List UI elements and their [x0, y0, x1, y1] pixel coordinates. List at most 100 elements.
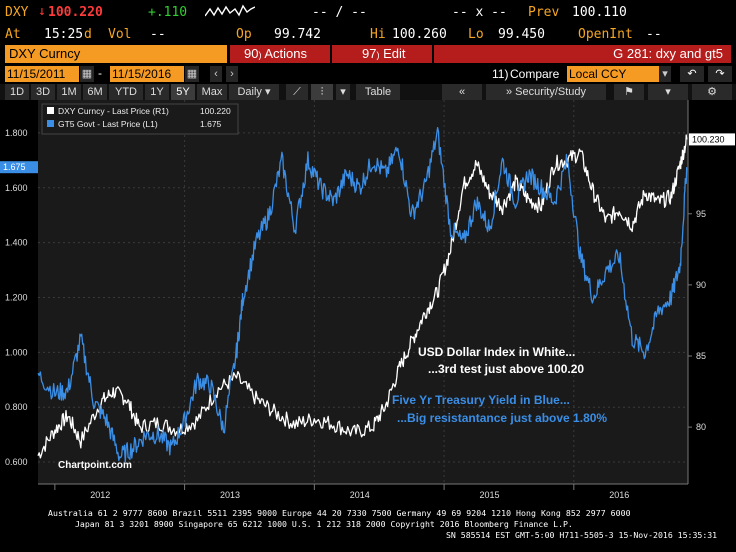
prev-label: Prev: [528, 5, 560, 20]
command-bar: DXY Curncy 90) Actions 97) Edit G 281: d…: [0, 45, 736, 63]
start-calendar-icon[interactable]: ▦: [80, 66, 94, 82]
right-tick-label: 95: [696, 209, 706, 219]
x-tick-label: 2015: [479, 490, 499, 500]
left-tick-label: 1.600: [5, 183, 28, 193]
mid-dashes-2: -- x --: [452, 5, 507, 20]
prev-value: 100.110: [572, 5, 627, 20]
footer-line-3: SN 585514 EST GMT-5:00 H711-5505-3 15-No…: [446, 530, 718, 540]
vol-label: Vol: [108, 27, 132, 42]
security-study-arrow-icon: »: [505, 86, 513, 98]
chart-annotation: USD Dollar Index in White...: [418, 345, 575, 359]
compare-label[interactable]: Compare: [510, 67, 560, 81]
open-label: Op: [236, 27, 252, 42]
period-button-5y[interactable]: 5Y: [171, 84, 195, 100]
last-price: 100.220: [48, 5, 103, 20]
low-value: 99.450: [498, 27, 545, 42]
actions-label: Actions: [264, 46, 308, 61]
footer-line-1: Australia 61 2 9777 8600 Brazil 5511 239…: [48, 508, 631, 518]
actions-menu[interactable]: 90) Actions: [230, 45, 330, 63]
period-button-1y[interactable]: 1Y: [145, 84, 169, 100]
frequency-select[interactable]: Daily ▾: [229, 84, 279, 100]
plot-area: [38, 100, 688, 484]
period-button-1d[interactable]: 1D: [5, 84, 29, 100]
date-range-bar: 11/15/2011 ▦ - 11/15/2016 ▦ ‹ › 11) Comp…: [0, 66, 736, 82]
chart-type-dropdown-icon[interactable]: ▾: [336, 84, 350, 100]
next-period-icon[interactable]: ›: [226, 66, 238, 82]
period-toolbar: 1D 3D 1M 6M YTD 1Y 5Y Max Daily ▾ ⟋ ⫶ ▾ …: [0, 84, 736, 100]
x-tick-label: 2014: [350, 490, 370, 500]
openint-value: --: [646, 27, 662, 42]
left-last-value-text: 1.675: [3, 162, 26, 172]
redo-icon[interactable]: ↷: [708, 66, 732, 82]
ticker-symbol: DXY: [5, 5, 29, 20]
security-field-label: DXY Curncy: [9, 46, 81, 61]
vol-value: --: [150, 27, 166, 42]
quote-bar: DXY ↓ 100.220 +.110 -- / -- -- x -- Prev…: [0, 0, 736, 22]
left-tick-label: 1.000: [5, 347, 28, 357]
low-label: Lo: [468, 27, 484, 42]
chart-annotation: Five Yr Treasury Yield in Blue...: [392, 393, 570, 407]
right-last-value-text: 100.230: [692, 134, 725, 144]
actions-paren: ): [258, 50, 262, 60]
chart-annotation: ...Big resistantance just above 1.80%: [397, 411, 607, 425]
footer: Australia 61 2 9777 8600 Brazil 5511 239…: [0, 506, 736, 552]
start-date-field[interactable]: 11/15/2011: [5, 66, 79, 82]
security-study-label: Security/Study: [515, 86, 587, 98]
high-value: 100.260: [392, 27, 447, 42]
high-label: Hi: [370, 27, 386, 42]
security-study-button[interactable]: » Security/Study: [486, 84, 606, 100]
sparkline-icon: [204, 3, 256, 23]
gear-icon[interactable]: ⚙: [692, 84, 732, 100]
left-tick-label: 0.600: [5, 457, 28, 467]
x-tick-label: 2016: [609, 490, 629, 500]
undo-icon[interactable]: ↶: [680, 66, 704, 82]
date-separator: -: [98, 66, 102, 80]
period-button-6m[interactable]: 6M: [83, 84, 107, 100]
start-date: 11/15/2011: [7, 67, 66, 81]
table-button[interactable]: Table: [356, 84, 400, 100]
chart-panel[interactable]: 2012 2013 2014 2015 2016 1.800 1.600 1.400 1.20…: [0, 100, 736, 506]
left-tick-label: 0.800: [5, 402, 28, 412]
line-chart-icon[interactable]: ⟋: [286, 84, 308, 100]
x-tick-label: 2013: [220, 490, 240, 500]
currency-value: Local CCY: [569, 67, 627, 81]
left-last-value-badge: [0, 161, 38, 174]
price-change: +.110: [148, 5, 188, 20]
legend-label: DXY Curncy - Last Price (R1): [58, 106, 169, 116]
currency-select[interactable]: Local CCY: [567, 66, 659, 82]
period-button-3d[interactable]: 3D: [31, 84, 55, 100]
end-calendar-icon[interactable]: ▦: [185, 66, 199, 82]
series-line-gt5: [37, 126, 688, 463]
open-value: 99.742: [274, 27, 321, 42]
end-date-field[interactable]: 11/15/2016: [110, 66, 184, 82]
left-tick-label: 1.400: [5, 238, 28, 248]
right-tick-label: 90: [696, 280, 706, 290]
x-tick-label: 2012: [90, 490, 110, 500]
left-tick-label: 1.800: [5, 128, 28, 138]
collapse-icon[interactable]: «: [442, 84, 482, 100]
legend-swatch: [47, 107, 54, 114]
flag-icon[interactable]: ⚑: [614, 84, 644, 100]
security-field[interactable]: DXY Curncy: [5, 45, 227, 63]
series-line-dxy: [37, 134, 688, 459]
watermark-text: Chartpoint.com: [58, 460, 132, 471]
currency-dropdown-icon[interactable]: ▾: [659, 66, 671, 82]
end-date: 11/15/2016: [112, 67, 172, 81]
footer-line-2: Japan 81 3 3201 8900 Singapore 65 6212 1…: [75, 519, 573, 529]
period-button-ytd[interactable]: YTD: [109, 84, 143, 100]
period-button-max[interactable]: Max: [197, 84, 227, 100]
chart-title: G 281: dxy and gt5: [613, 46, 723, 61]
period-button-1m[interactable]: 1M: [57, 84, 81, 100]
bar-chart-icon[interactable]: ⫶: [311, 84, 333, 100]
more-icon[interactable]: ▾: [648, 84, 688, 100]
left-tick-label: 1.200: [5, 292, 28, 302]
legend-swatch: [47, 120, 54, 127]
price-chart[interactable]: 2012 2013 2014 2015 2016 1.800 1.600 1.400 1.20…: [0, 100, 736, 506]
legend-box: [41, 103, 239, 135]
right-tick-label: 85: [696, 351, 706, 361]
prev-period-icon[interactable]: ‹: [210, 66, 222, 82]
frequency-label: Daily: [237, 86, 262, 98]
chart-title-bar: G 281: dxy and gt5: [434, 45, 731, 63]
right-last-value-badge: [689, 133, 735, 146]
edit-menu[interactable]: 97) Edit: [332, 45, 432, 63]
